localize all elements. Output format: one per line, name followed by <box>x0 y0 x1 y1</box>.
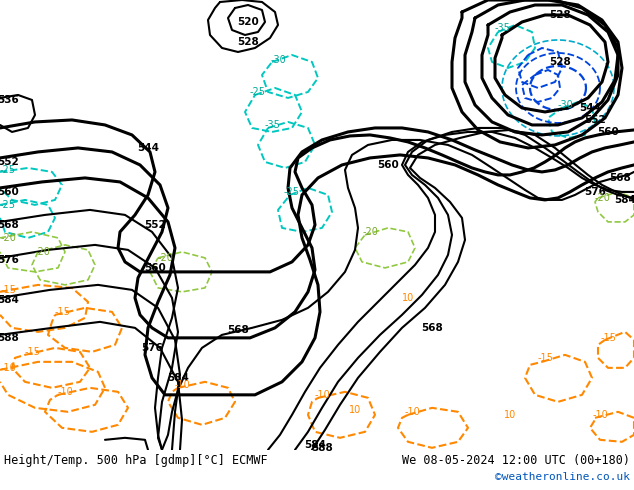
Text: 520: 520 <box>237 17 259 27</box>
Text: 560: 560 <box>597 127 619 137</box>
Text: 552: 552 <box>584 115 606 125</box>
Text: 568: 568 <box>0 220 19 230</box>
Text: -25: -25 <box>0 200 16 210</box>
Text: -10: -10 <box>174 380 190 390</box>
Text: 576: 576 <box>141 343 163 353</box>
Text: 560: 560 <box>377 160 399 170</box>
Text: -30: -30 <box>557 100 573 110</box>
Text: 544: 544 <box>579 103 601 113</box>
Text: -20: -20 <box>157 253 173 263</box>
Text: 584: 584 <box>0 295 19 305</box>
Text: 536: 536 <box>0 95 19 105</box>
Text: We 08-05-2024 12:00 UTC (00+180): We 08-05-2024 12:00 UTC (00+180) <box>402 454 630 467</box>
Text: 584: 584 <box>167 373 189 383</box>
Text: ©weatheronline.co.uk: ©weatheronline.co.uk <box>495 472 630 482</box>
Text: 544: 544 <box>137 143 159 153</box>
Text: 568: 568 <box>609 173 631 183</box>
Text: 584: 584 <box>614 195 634 205</box>
Text: 576: 576 <box>584 187 606 197</box>
Text: 588: 588 <box>0 333 19 343</box>
Text: 560: 560 <box>0 187 19 197</box>
Text: Height/Temp. 500 hPa [gdmp][°C] ECMWF: Height/Temp. 500 hPa [gdmp][°C] ECMWF <box>4 454 268 467</box>
Text: -10: -10 <box>57 387 73 397</box>
Text: -35: -35 <box>494 23 510 33</box>
Text: -25: -25 <box>0 165 16 175</box>
Text: 528: 528 <box>549 10 571 20</box>
Text: -15: -15 <box>537 353 553 363</box>
Text: -35: -35 <box>264 120 280 130</box>
Text: -25: -25 <box>250 87 266 97</box>
Text: -15: -15 <box>600 333 616 343</box>
Text: 576: 576 <box>0 255 19 265</box>
Text: -10: -10 <box>592 410 608 420</box>
Text: -30: -30 <box>270 55 286 65</box>
Text: -20: -20 <box>594 193 610 203</box>
Text: -10: -10 <box>404 407 420 417</box>
Text: -20: -20 <box>0 233 16 243</box>
Text: 528: 528 <box>237 37 259 47</box>
Text: 560: 560 <box>144 263 166 273</box>
Text: 568: 568 <box>421 323 443 333</box>
Text: 584: 584 <box>304 440 326 450</box>
Text: 10: 10 <box>349 405 361 415</box>
Text: 10: 10 <box>504 410 516 420</box>
Text: 10: 10 <box>402 293 414 303</box>
Text: -10: -10 <box>0 363 16 373</box>
Text: -15: -15 <box>54 307 70 317</box>
Text: 568: 568 <box>227 325 249 335</box>
Text: -20: -20 <box>362 227 378 237</box>
Text: -25: -25 <box>284 187 300 197</box>
Text: -20: -20 <box>34 247 50 257</box>
Text: -15: -15 <box>0 285 16 295</box>
Text: 552: 552 <box>0 157 19 167</box>
Text: 588: 588 <box>311 443 333 453</box>
Text: -10: -10 <box>314 390 330 400</box>
Text: 528: 528 <box>549 57 571 67</box>
Text: 552: 552 <box>144 220 166 230</box>
Text: -15: -15 <box>24 347 40 357</box>
